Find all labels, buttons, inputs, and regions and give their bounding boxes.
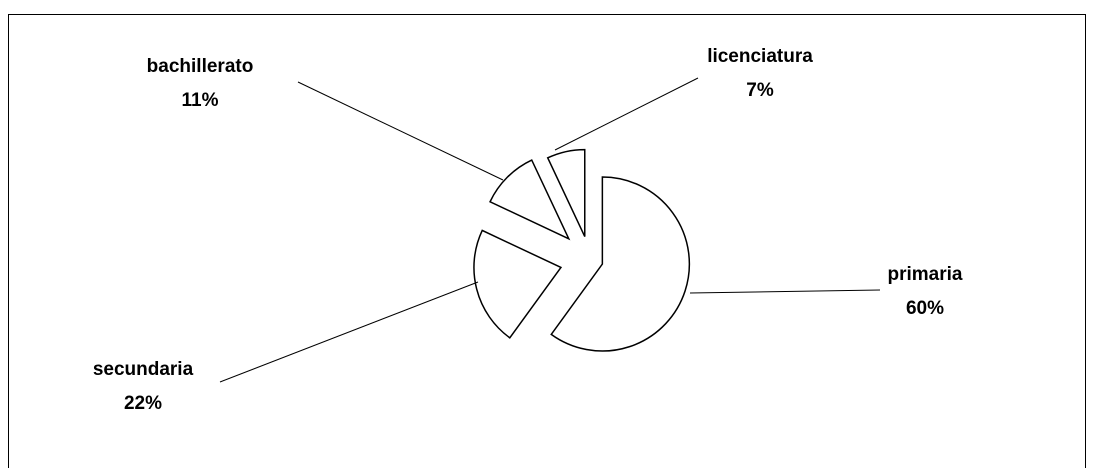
chart-border [8,14,1086,468]
slice-value-label: 60% [906,298,944,319]
pie-slice [546,148,586,237]
leader-line [297,81,504,181]
slice-label: licenciatura [707,46,813,67]
slice-value-label: 7% [746,80,774,101]
leader-line [554,77,699,151]
pie-slice [489,159,571,241]
pie-slice [473,229,563,339]
slice-label: primaria [888,264,963,285]
pie-slice [550,176,691,352]
leader-line [689,289,881,294]
slice-value-label: 11% [182,90,219,111]
slice-label: secundaria [93,359,194,380]
slice-label: bachillerato [147,56,254,77]
slice-value-label: 22% [124,393,162,414]
leader-line [219,281,479,383]
